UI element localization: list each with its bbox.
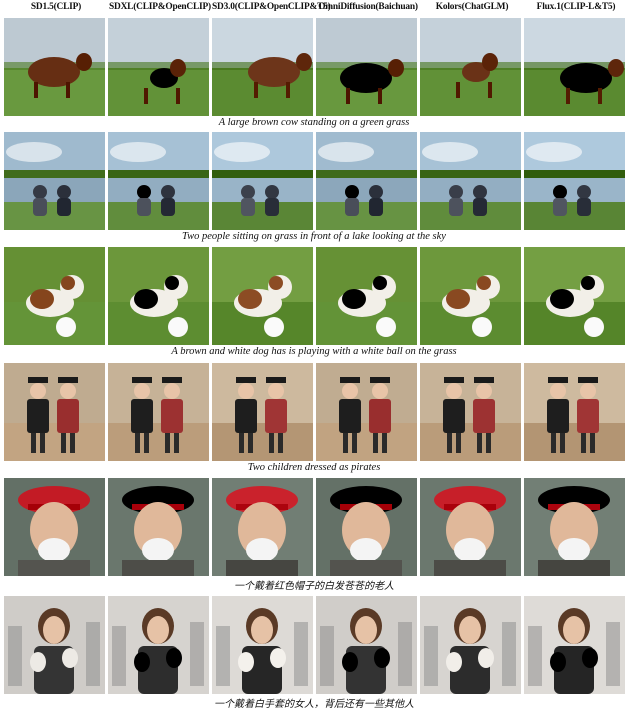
generated-image-lake-4 [316,132,417,230]
generated-image-oldman-1 [4,478,105,576]
generated-image-pirates-3 [212,363,313,461]
column-header-2: SDXL(CLIP&OpenCLIP) [109,2,211,12]
generated-image-dog-1 [4,247,105,345]
generated-image-pirates-1 [4,363,105,461]
row-woman: 一个戴着白手套的女人，背后还有一些其他人 [0,596,628,710]
row-oldman: 一个戴着红色帽子的白发苍苍的老人 [0,478,628,592]
generated-image-lake-6 [524,132,625,230]
generated-image-woman-6 [524,596,625,694]
generated-image-oldman-6 [524,478,625,576]
generated-image-cow-1 [4,18,105,116]
generated-image-lake-5 [420,132,521,230]
prompt-caption: A large brown cow standing on a green gr… [218,117,410,128]
prompt-caption: A brown and white dog has is playing wit… [171,346,457,357]
prompt-caption: Two children dressed as pirates [247,462,381,473]
generated-image-lake-3 [212,132,313,230]
generated-image-dog-5 [420,247,521,345]
generated-image-lake-2 [108,132,209,230]
generated-image-oldman-3 [212,478,313,576]
row-cow: A large brown cow standing on a green gr… [0,18,628,132]
generated-image-cow-4 [316,18,417,116]
column-header-4: OmniDiffusion(Baichuan) [318,2,418,12]
generated-image-oldman-5 [420,478,521,576]
generated-image-cow-3 [212,18,313,116]
row-dog: A brown and white dog has is playing wit… [0,247,628,361]
generated-image-woman-5 [420,596,521,694]
generated-image-oldman-4 [316,478,417,576]
generated-image-dog-6 [524,247,625,345]
generated-image-pirates-5 [420,363,521,461]
generated-image-dog-2 [108,247,209,345]
generated-image-woman-4 [316,596,417,694]
column-headers: SD1.5(CLIP) SDXL(CLIP&OpenCLIP) SD3.0(CLIP… [0,2,628,16]
generated-image-cow-6 [524,18,625,116]
generated-image-woman-3 [212,596,313,694]
prompt-caption: 一个戴着白手套的女人，背后还有一些其他人 [214,699,414,710]
generated-image-cow-2 [108,18,209,116]
generated-image-lake-1 [4,132,105,230]
generated-image-cow-5 [420,18,521,116]
prompt-caption: 一个戴着红色帽子的白发苍苍的老人 [234,581,394,592]
column-header-5: Kolors(ChatGLM) [435,2,509,12]
generated-image-pirates-4 [316,363,417,461]
column-header-1: SD1.5(CLIP) [30,2,82,12]
generated-image-woman-2 [108,596,209,694]
generated-image-dog-3 [212,247,313,345]
row-lake: Two people sitting on grass in front of … [0,132,628,246]
generated-image-oldman-2 [108,478,209,576]
generated-image-dog-4 [316,247,417,345]
generated-image-woman-1 [4,596,105,694]
generated-image-pirates-2 [108,363,209,461]
column-header-3: SD3.0(CLIP&OpenCLIP&T5) [212,2,331,12]
row-pirates: Two children dressed as pirates [0,363,628,477]
column-header-6: Flux.1(CLIP-L&T5) [536,2,616,12]
prompt-caption: Two people sitting on grass in front of … [182,231,446,242]
generated-image-pirates-6 [524,363,625,461]
